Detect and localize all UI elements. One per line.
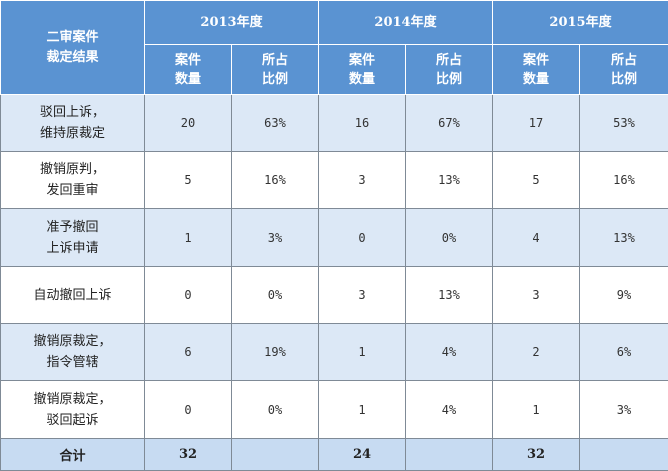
cell-count: 1 [493, 381, 580, 439]
cell-pct: 63% [232, 95, 319, 152]
cell-count: 3 [493, 267, 580, 324]
cell-count: 4 [493, 209, 580, 267]
cell-pct: 0% [406, 209, 493, 267]
col-header-count: 案件数量 [319, 45, 406, 95]
year-header-2015: 2015年度 [493, 1, 668, 45]
row-label: 撤销原裁定，指令管辖 [1, 324, 145, 381]
corner-header-line2: 裁定结果 [1, 48, 144, 68]
year-header-2013: 2013年度 [145, 1, 319, 45]
col-header-pct: 所占比例 [580, 45, 668, 95]
cell-pct: 3% [580, 381, 668, 439]
cell-count: 5 [145, 152, 232, 209]
cell-count: 3 [319, 267, 406, 324]
cell-pct: 0% [232, 381, 319, 439]
cell-count: 6 [145, 324, 232, 381]
row-label: 准予撤回上诉申请 [1, 209, 145, 267]
cell-count: 0 [145, 267, 232, 324]
cell-count: 2 [493, 324, 580, 381]
cell-count: 17 [493, 95, 580, 152]
cell-pct: 3% [232, 209, 319, 267]
total-count-2014: 24 [319, 439, 406, 471]
cell-pct: 6% [580, 324, 668, 381]
cell-count: 5 [493, 152, 580, 209]
table-row: 撤销原裁定，指令管辖 6 19% 1 4% 2 6% [1, 324, 668, 381]
cell-count: 0 [319, 209, 406, 267]
cell-count: 1 [319, 381, 406, 439]
total-count-2013: 32 [145, 439, 232, 471]
cell-pct: 9% [580, 267, 668, 324]
total-label: 合计 [1, 439, 145, 471]
total-pct-2014 [406, 439, 493, 471]
cell-pct: 16% [232, 152, 319, 209]
total-pct-2013 [232, 439, 319, 471]
total-row: 合计 32 24 32 [1, 439, 668, 471]
cell-pct: 13% [580, 209, 668, 267]
cell-pct: 4% [406, 381, 493, 439]
year-header-2014: 2014年度 [319, 1, 493, 45]
table-row: 驳回上诉，维持原裁定 20 63% 16 67% 17 53% [1, 95, 668, 152]
cell-pct: 16% [580, 152, 668, 209]
cell-count: 3 [319, 152, 406, 209]
corner-header-line1: 二审案件 [1, 28, 144, 48]
total-count-2015: 32 [493, 439, 580, 471]
cell-pct: 13% [406, 267, 493, 324]
col-header-pct: 所占比例 [406, 45, 493, 95]
cell-count: 20 [145, 95, 232, 152]
col-header-count: 案件数量 [493, 45, 580, 95]
cell-count: 0 [145, 381, 232, 439]
cell-pct: 53% [580, 95, 668, 152]
col-header-pct: 所占比例 [232, 45, 319, 95]
cell-count: 16 [319, 95, 406, 152]
table-row: 撤销原判，发回重审 5 16% 3 13% 5 16% [1, 152, 668, 209]
cell-pct: 0% [232, 267, 319, 324]
row-label: 自动撤回上诉 [1, 267, 145, 324]
corner-header: 二审案件 裁定结果 [1, 1, 145, 95]
cell-pct: 19% [232, 324, 319, 381]
row-label: 撤销原裁定，驳回起诉 [1, 381, 145, 439]
cell-pct: 4% [406, 324, 493, 381]
cell-pct: 13% [406, 152, 493, 209]
cell-pct: 67% [406, 95, 493, 152]
table-row: 撤销原裁定，驳回起诉 0 0% 1 4% 1 3% [1, 381, 668, 439]
cell-count: 1 [319, 324, 406, 381]
table-row: 准予撤回上诉申请 1 3% 0 0% 4 13% [1, 209, 668, 267]
row-label: 撤销原判，发回重审 [1, 152, 145, 209]
cell-count: 1 [145, 209, 232, 267]
total-pct-2015 [580, 439, 668, 471]
table-row: 自动撤回上诉 0 0% 3 13% 3 9% [1, 267, 668, 324]
col-header-count: 案件数量 [145, 45, 232, 95]
row-label: 驳回上诉，维持原裁定 [1, 95, 145, 152]
